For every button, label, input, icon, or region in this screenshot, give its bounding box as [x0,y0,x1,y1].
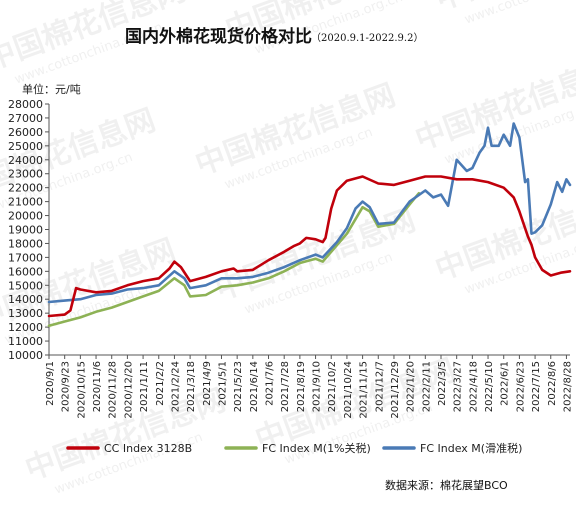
x-tick-label: 2021/7/28 [280,361,291,412]
x-tick-label: 2020/10/15 [76,361,87,419]
x-tick-label: 2020/12/20 [123,361,134,419]
x-tick-label: 2021/6/14 [249,361,260,412]
y-tick-label: 14000 [8,293,43,306]
x-tick-label: 2020/11/28 [108,361,119,419]
x-tick-label: 2021/8/19 [296,361,307,412]
y-tick-label: 17000 [8,251,43,264]
y-tick-label: 27000 [8,112,43,125]
y-tick-label: 21000 [8,196,43,209]
source-label: 数据来源：棉花展望BCO [385,478,508,492]
x-tick-label: 2022/3/5 [437,361,448,406]
legend-label-fc-index-sliding: FC Index M(滑准税) [420,441,522,455]
y-tick-label: 10000 [8,349,43,362]
x-tick-label: 2022/4/18 [468,361,479,412]
x-tick-label: 2021/7/6 [265,361,276,406]
x-tick-label: 2020/9/1 [45,361,56,406]
x-tick-label: 2021/10/24 [343,361,354,419]
x-tick-label: 2021/1/11 [139,361,150,412]
y-tick-label: 19000 [8,224,43,237]
y-tick-label: 20000 [8,210,43,223]
y-tick-label: 15000 [8,279,43,292]
x-tick-label: 2021/10/2 [327,361,338,412]
x-tick-label: 2021/12/29 [390,361,401,419]
watermark-url: www.cottonchina.org.cn [463,0,576,28]
axes: 1000011000120001300014000150001600017000… [8,98,573,419]
y-tick-label: 28000 [8,98,43,111]
unit-label: 单位：元/吨 [22,82,81,96]
chart-title: 国内外棉花现货价格对比 [125,26,312,47]
y-tick-label: 24000 [8,154,43,167]
legend-label-fc-index-1pct: FC Index M(1%关税) [262,441,371,455]
legend: CC Index 3128B FC Index M(1%关税) FC Index… [66,441,522,455]
x-tick-label: 2021/12/7 [374,361,385,412]
y-tick-label: 22000 [8,182,43,195]
chart-subtitle: （2020.9.1-2022.9.2） [311,32,423,44]
x-tick-label: 2022/8/6 [547,361,558,406]
x-tick-label: 2021/2/24 [170,361,181,412]
y-tick-label: 26000 [8,126,43,139]
y-tick-label: 13000 [8,307,43,320]
x-tick-label: 2021/4/9 [202,361,213,406]
series-line-cc-index [47,175,572,318]
y-tick-label: 18000 [8,237,43,250]
x-tick-label: 2022/6/1 [500,361,511,406]
x-tick-label: 2021/5/23 [233,361,244,412]
x-tick-label: 2022/7/15 [531,361,542,412]
y-tick-label: 12000 [8,321,43,334]
x-tick-label: 2021/2/2 [155,361,166,406]
y-tick-label: 11000 [8,335,43,348]
x-tick-label: 2022/8/28 [562,361,573,412]
x-tick-label: 2022/6/23 [515,361,526,412]
x-tick-label: 2021/5/1 [217,361,228,406]
x-tick-label: 2022/1/20 [406,361,417,412]
series-line-fc-index-1pct [47,191,421,327]
x-tick-label: 2022/3/27 [453,361,464,412]
series-line-fc-index-sliding [47,122,572,304]
x-tick-label: 2022/2/11 [421,361,432,412]
x-tick-label: 2020/9/23 [61,361,72,412]
x-tick-label: 2020/11/6 [92,361,103,412]
series-layer [47,122,572,327]
x-tick-label: 2021/11/15 [359,361,370,419]
x-tick-label: 2021/3/18 [186,361,197,412]
y-tick-label: 16000 [8,265,43,278]
y-tick-label: 25000 [8,140,43,153]
legend-label-cc-index: CC Index 3128B [104,442,192,455]
x-tick-label: 2022/5/10 [484,361,495,412]
x-tick-label: 2021/9/10 [312,361,323,412]
y-tick-label: 23000 [8,168,43,181]
